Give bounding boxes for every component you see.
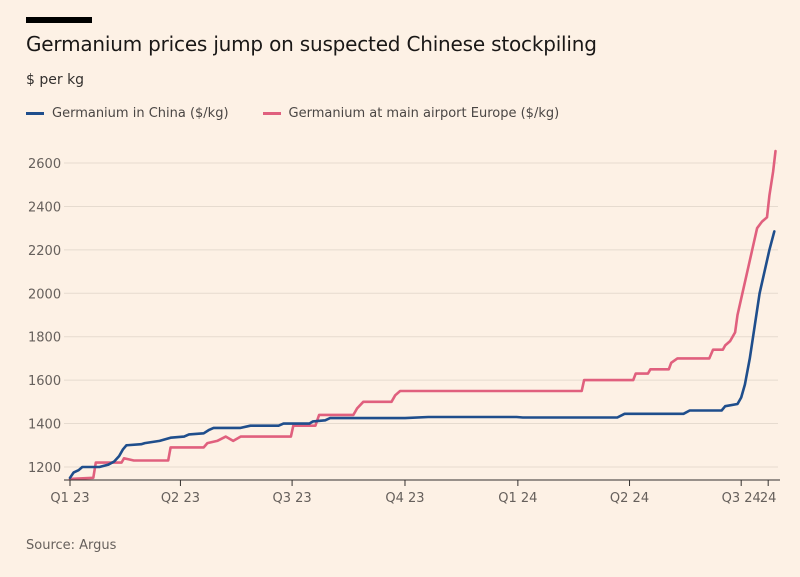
x-tick-label: Q4 23 xyxy=(385,491,424,506)
series-line-europe xyxy=(68,149,777,481)
x-tick-label: Q2 23 xyxy=(161,491,200,506)
x-tick: Q1 24 xyxy=(498,491,537,506)
y-tick-label: 1400 xyxy=(28,418,61,433)
y-tick-label: 1800 xyxy=(28,331,61,346)
chart-legend: Germanium in China ($/kg) Germanium at m… xyxy=(26,106,593,121)
x-tick: 24 xyxy=(760,491,777,506)
axis-layer: 1200 1400 1600 1800 2000 2200 2400 2600 Q1 23 Q2 … xyxy=(28,157,780,506)
x-tick: Q3 23 xyxy=(272,491,311,506)
x-tick-label: Q1 24 xyxy=(498,491,537,506)
y-tick-label: 2400 xyxy=(28,200,61,215)
y-tick: 1600 xyxy=(28,374,61,389)
x-tick-label: Q3 24 xyxy=(722,491,761,506)
chart-subtitle: $ per kg xyxy=(26,72,85,88)
x-tick: Q2 23 xyxy=(161,491,200,506)
y-tick: 2000 xyxy=(28,287,61,302)
y-tick: 2600 xyxy=(28,157,61,172)
y-tick: 1200 xyxy=(28,461,61,476)
y-tick: 2400 xyxy=(28,200,61,215)
y-tick-label: 1600 xyxy=(28,374,61,389)
x-tick: Q2 24 xyxy=(610,491,649,506)
legend-label-europe: Germanium at main airport Europe ($/kg) xyxy=(288,106,560,121)
y-tick: 1800 xyxy=(28,331,61,346)
legend-swatch-china xyxy=(26,112,44,115)
y-tick-label: 2600 xyxy=(28,157,61,172)
brand-top-bar xyxy=(26,17,92,23)
x-tick: Q4 23 xyxy=(385,491,424,506)
source-note: Source: Argus xyxy=(26,538,117,553)
y-tick-label: 2200 xyxy=(28,244,61,259)
x-tick-label: Q3 23 xyxy=(272,491,311,506)
legend-item-china: Germanium in China ($/kg) xyxy=(26,106,229,121)
legend-label-china: Germanium in China ($/kg) xyxy=(52,106,229,121)
x-tick-label: Q1 23 xyxy=(50,491,89,506)
grid-layer xyxy=(64,162,778,468)
y-tick-label: 1200 xyxy=(28,461,61,476)
series-layer xyxy=(68,149,777,481)
x-tick-label: 24 xyxy=(760,491,777,506)
chart-title: Germanium prices jump on suspected Chine… xyxy=(26,32,597,56)
x-tick: Q1 23 xyxy=(50,491,89,506)
y-tick: 2200 xyxy=(28,244,61,259)
x-tick: Q3 24 xyxy=(722,491,761,506)
y-tick: 1400 xyxy=(28,418,61,433)
x-tick-label: Q2 24 xyxy=(610,491,649,506)
y-tick-label: 2000 xyxy=(28,287,61,302)
legend-swatch-europe xyxy=(262,112,281,115)
series-line-china xyxy=(68,230,776,480)
legend-item-europe: Germanium at main airport Europe ($/kg) xyxy=(262,106,560,121)
